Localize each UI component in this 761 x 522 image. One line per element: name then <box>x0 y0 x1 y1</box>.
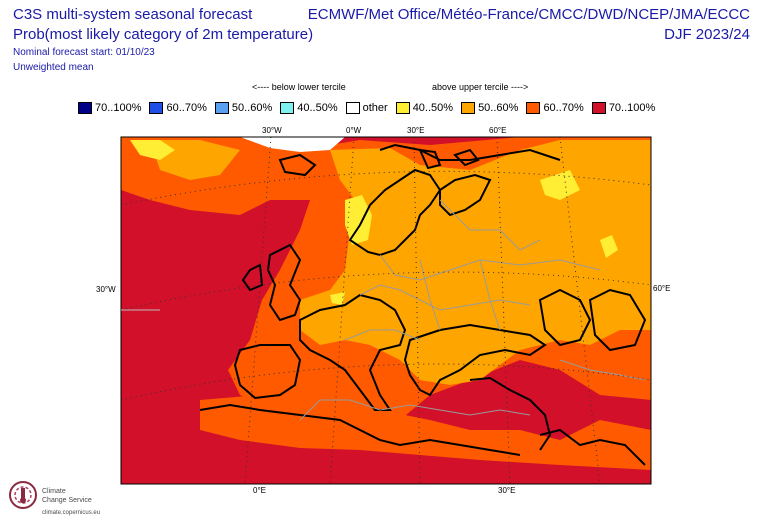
legend-below-label: <---- below lower tercile <box>252 82 346 92</box>
country-borders <box>299 199 646 421</box>
tick-top-30e: 30°E <box>407 126 425 135</box>
legend-swatch <box>395 102 410 114</box>
legend-item: 60..70% <box>149 102 207 114</box>
legend-label: 60..70% <box>166 102 207 114</box>
legend-item: 40..50% <box>395 102 454 114</box>
legend-swatch <box>526 102 541 114</box>
legend-label: 50..60% <box>478 102 519 114</box>
legend-swatch <box>461 102 476 114</box>
logo-name-line2: Change Service <box>42 497 92 504</box>
legend-label: 40..50% <box>412 102 454 114</box>
legend-item: 60..70% <box>526 102 584 114</box>
legend-item: other <box>345 102 388 114</box>
title-line2: Prob(most likely category of 2m temperat… <box>13 26 314 43</box>
forecast-start: Nominal forecast start: 01/10/23 <box>13 47 155 58</box>
providers: ECMWF/Met Office/Météo-France/CMCC/DWD/N… <box>307 6 750 23</box>
legend-item: 50..60% <box>461 102 518 114</box>
legend-swatch <box>345 102 360 114</box>
logo-name-line1: Climate <box>42 488 66 495</box>
coastlines <box>199 143 647 466</box>
region-40-50-patch-4 <box>600 235 618 258</box>
region-50-60-above <box>300 140 651 385</box>
weighting-note: Unweighted mean <box>13 62 94 73</box>
tick-bottom-0e: 0°E <box>253 486 266 495</box>
tick-right-60e: 60°E <box>653 284 671 293</box>
legend-item: 70..100% <box>78 102 141 114</box>
legend-item: 40..50% <box>280 102 338 114</box>
copernicus-logo-icon <box>9 481 37 509</box>
tick-bottom-30e: 30°E <box>498 486 516 495</box>
legend-label: 50..60% <box>231 102 273 114</box>
region-40-50-patch-1 <box>130 140 175 160</box>
tick-top-0w: 0°W <box>346 126 362 135</box>
legend-swatch <box>280 102 295 114</box>
legend: 70..100% 60..70% 50..60% 40..50% other 40..50… <box>78 102 663 114</box>
legend-label: 70..100% <box>95 102 142 114</box>
region-40-50-scandinavia <box>345 195 372 245</box>
legend-item: 50..60% <box>214 102 273 114</box>
legend-label: 70..100% <box>608 102 656 114</box>
legend-item: 70..100% <box>591 102 656 114</box>
logo-url: climate.copernicus.eu <box>42 510 101 516</box>
legend-above-label: above upper tercile ----> <box>432 82 529 92</box>
legend-swatch <box>78 102 92 114</box>
legend-label: other <box>362 102 388 114</box>
tick-left-30w: 30°W <box>96 285 116 294</box>
legend-label: 60..70% <box>543 102 584 114</box>
tick-top-30w: 30°W <box>262 126 282 135</box>
legend-label: 40..50% <box>297 102 338 114</box>
legend-swatch <box>149 102 164 114</box>
region-other-greenland <box>240 137 345 152</box>
legend-swatch <box>591 102 606 114</box>
title-line1: C3S multi-system seasonal forecast <box>13 6 253 23</box>
region-60-70-north-africa <box>200 395 651 470</box>
region-40-50-patch-3 <box>540 170 580 200</box>
graticule <box>121 137 651 484</box>
tick-top-60e: 60°E <box>489 126 507 135</box>
season: DJF 2023/24 <box>664 26 750 43</box>
region-40-50-patch-5 <box>330 292 345 305</box>
legend-swatch <box>214 102 229 114</box>
